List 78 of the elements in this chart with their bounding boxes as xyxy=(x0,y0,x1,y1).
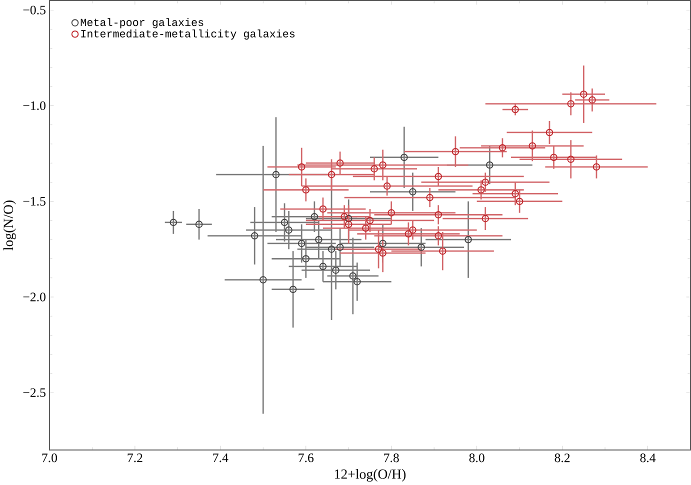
point xyxy=(259,276,267,284)
point xyxy=(370,165,378,173)
point xyxy=(452,148,460,156)
point xyxy=(319,262,327,270)
point xyxy=(272,170,280,178)
point xyxy=(302,186,310,194)
y-tick-label: −0.5 xyxy=(23,6,46,14)
point xyxy=(298,240,306,248)
point xyxy=(354,278,361,286)
point xyxy=(298,163,306,171)
point xyxy=(477,186,485,194)
point xyxy=(340,213,348,220)
x-axis-title: 12+log(O/H) xyxy=(335,469,406,482)
point xyxy=(383,182,391,190)
point xyxy=(482,178,490,186)
point xyxy=(400,154,408,162)
point xyxy=(409,188,416,196)
point xyxy=(498,144,506,152)
point xyxy=(418,244,425,251)
point xyxy=(349,272,357,280)
point xyxy=(592,163,600,171)
point xyxy=(438,247,446,255)
point xyxy=(546,128,554,136)
point xyxy=(567,100,574,108)
point xyxy=(328,246,336,253)
point xyxy=(285,226,292,234)
point xyxy=(388,209,396,217)
y-axis-title: log(N/O) xyxy=(3,200,16,250)
point xyxy=(310,213,318,220)
x-tick-label: 8.0 xyxy=(469,454,484,462)
point xyxy=(319,205,327,213)
x-tick-label: 7.6 xyxy=(298,454,314,462)
point xyxy=(588,96,596,104)
y-tick-label: −1.0 xyxy=(23,101,46,110)
point xyxy=(409,226,416,234)
point xyxy=(512,190,519,198)
point xyxy=(486,161,494,169)
point xyxy=(516,198,524,206)
point xyxy=(567,156,574,163)
point xyxy=(332,266,340,274)
point xyxy=(528,142,536,150)
legend-label: Metal-poor galaxies xyxy=(80,18,204,28)
point xyxy=(379,240,386,248)
point xyxy=(250,232,258,240)
point xyxy=(170,218,178,226)
point xyxy=(336,159,344,167)
point xyxy=(344,214,352,222)
point xyxy=(362,224,370,232)
x-tick-label: 8.4 xyxy=(640,454,656,462)
point xyxy=(580,90,588,98)
x-tick-label: 7.2 xyxy=(128,454,142,462)
y-tick-label: −2.0 xyxy=(23,292,46,302)
point xyxy=(289,286,297,294)
point xyxy=(550,154,558,162)
point xyxy=(379,161,386,169)
point xyxy=(434,232,442,240)
legend-label: Intermediate-metallicity galaxies xyxy=(81,29,295,40)
point xyxy=(366,216,374,224)
y-tick-label: −2.5 xyxy=(23,388,46,398)
x-tick-label: 7.0 xyxy=(42,454,58,462)
point xyxy=(315,236,322,244)
point xyxy=(482,214,490,222)
point xyxy=(195,220,203,228)
y-tick-label: −1.5 xyxy=(23,197,46,206)
point xyxy=(434,172,442,180)
point xyxy=(374,246,382,253)
point xyxy=(280,218,288,226)
point xyxy=(426,194,434,202)
x-tick-label: 7.4 xyxy=(213,454,228,462)
point xyxy=(344,220,352,228)
point xyxy=(464,236,472,244)
x-tick-label: 8.2 xyxy=(554,454,570,462)
point xyxy=(302,255,310,262)
point xyxy=(434,211,442,218)
point xyxy=(336,244,344,251)
point xyxy=(328,170,336,178)
point xyxy=(379,249,386,257)
x-tick-label: 7.8 xyxy=(384,454,399,462)
